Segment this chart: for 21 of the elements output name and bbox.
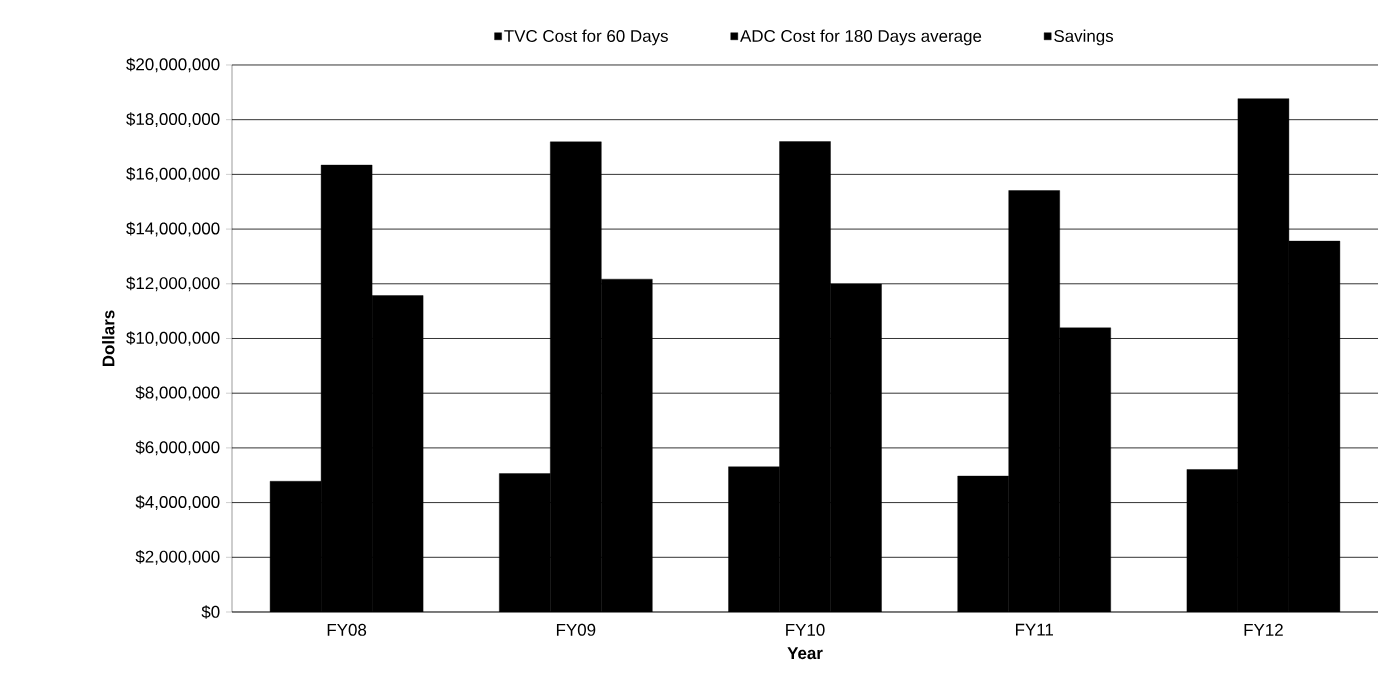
y-tick-label: $2,000,000 (135, 549, 220, 565)
x-tick-label: FY08 (327, 623, 367, 636)
y-tick-label: $6,000,000 (135, 440, 220, 456)
y-axis-title: Dollars (102, 310, 115, 367)
x-tick-label: FY12 (1244, 623, 1283, 636)
x-tick-label: FY10 (786, 623, 825, 636)
x-axis-title: Year (787, 647, 823, 660)
y-tick-label: $20,000,000 (126, 57, 220, 73)
x-tick-label: FY11 (1016, 623, 1054, 636)
legend-label: Savings (1054, 29, 1114, 46)
y-tick-label: $0 (201, 605, 220, 619)
y-tick-label: $16,000,000 (126, 167, 220, 182)
y-tick-label: $18,000,000 (126, 112, 220, 128)
y-tick-label: $8,000,000 (135, 385, 220, 401)
y-tick-label: $10,000,000 (126, 331, 220, 346)
legend-label: TVC Cost for 60 Days (504, 29, 668, 46)
y-tick-label: $4,000,000 (135, 495, 220, 510)
y-tick-label: $12,000,000 (126, 276, 220, 292)
legend-label: ADC Cost for 180 Days average (740, 29, 982, 46)
y-tick-label: $14,000,000 (126, 221, 220, 237)
x-tick-label: FY09 (556, 623, 596, 636)
